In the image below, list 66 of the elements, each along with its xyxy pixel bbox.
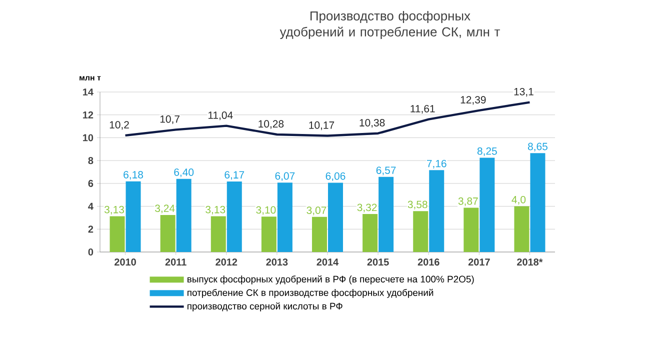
data-label: 3,13 [206,206,226,215]
data-label: 4,0 [512,196,526,205]
x-tick-label: 2017 [468,258,490,266]
x-tick-label: 2018* [517,258,543,266]
chart-title: Производство фосфорных удобрений и потребление СК, млн т [280,10,500,39]
bar [429,170,444,252]
y-tick-label: 12 [83,111,94,118]
legend-label: потребление СК в производстве фосфорных удобрений [188,288,434,298]
data-label: 6,07 [275,172,295,181]
x-tick-label: 2014 [316,258,339,266]
data-label: 10,2 [110,121,129,130]
bar [126,181,141,252]
data-label: 6,18 [124,171,143,180]
x-tick-label: 2010 [114,258,136,266]
bar [226,181,242,252]
data-label: 13,1 [514,88,534,97]
data-label: 6,40 [174,168,194,178]
x-tick-label: 2011 [165,258,186,266]
data-label: 3,58 [408,200,428,210]
data-label: 3,07 [306,206,326,216]
bar [514,206,530,252]
data-label: 6,57 [376,166,396,176]
data-label: 6,17 [224,171,244,180]
bar [480,158,495,252]
data-label: 6,06 [326,172,346,182]
bar [176,178,192,252]
data-label: 10,17 [309,121,334,130]
data-label: 8,25 [477,147,497,156]
x-tick-label: 2015 [367,258,389,266]
data-label: 3,87 [458,197,478,206]
data-label: 10,7 [160,115,180,124]
bar [530,153,546,252]
x-tick-label: 2012 [216,258,238,266]
data-label: 11,61 [410,104,435,114]
y-tick-label: 10 [83,134,94,142]
y-tick-label: 8 [88,157,94,164]
x-tick-label: 2013 [266,258,288,266]
data-label: 10,28 [258,120,284,129]
bar [464,208,479,252]
data-label: 11,04 [208,111,233,120]
bar [160,214,176,252]
data-label: 12,39 [460,96,486,105]
bar [261,216,276,252]
bar [210,216,226,252]
y-tick-label: 0 [88,248,94,256]
bar [413,211,428,252]
data-label: 3,24 [155,204,175,214]
x-tick-label: 2016 [418,258,440,266]
y-tick-label: 6 [88,180,94,187]
y-tick-label: 4 [88,202,94,210]
bar [378,176,394,252]
data-label: 3,32 [357,204,377,212]
legend-label: выпуск фосфорных удобрений в РФ (в пересчете на 100% P2O5) [188,275,474,284]
y-tick-label: 14 [83,88,94,96]
data-label: 3,13 [104,206,124,215]
bar [328,182,343,252]
data-label: 7,16 [426,160,446,168]
data-label: 10,38 [360,119,385,128]
bar [362,214,378,252]
bar [277,182,292,252]
data-label: 3,10 [256,206,276,215]
bar [110,216,125,252]
legend-label: производство серной кислоты в РФ [188,302,342,312]
y-tick-label: 2 [88,226,94,233]
data-label: 8,65 [528,142,548,152]
bar [312,216,327,252]
